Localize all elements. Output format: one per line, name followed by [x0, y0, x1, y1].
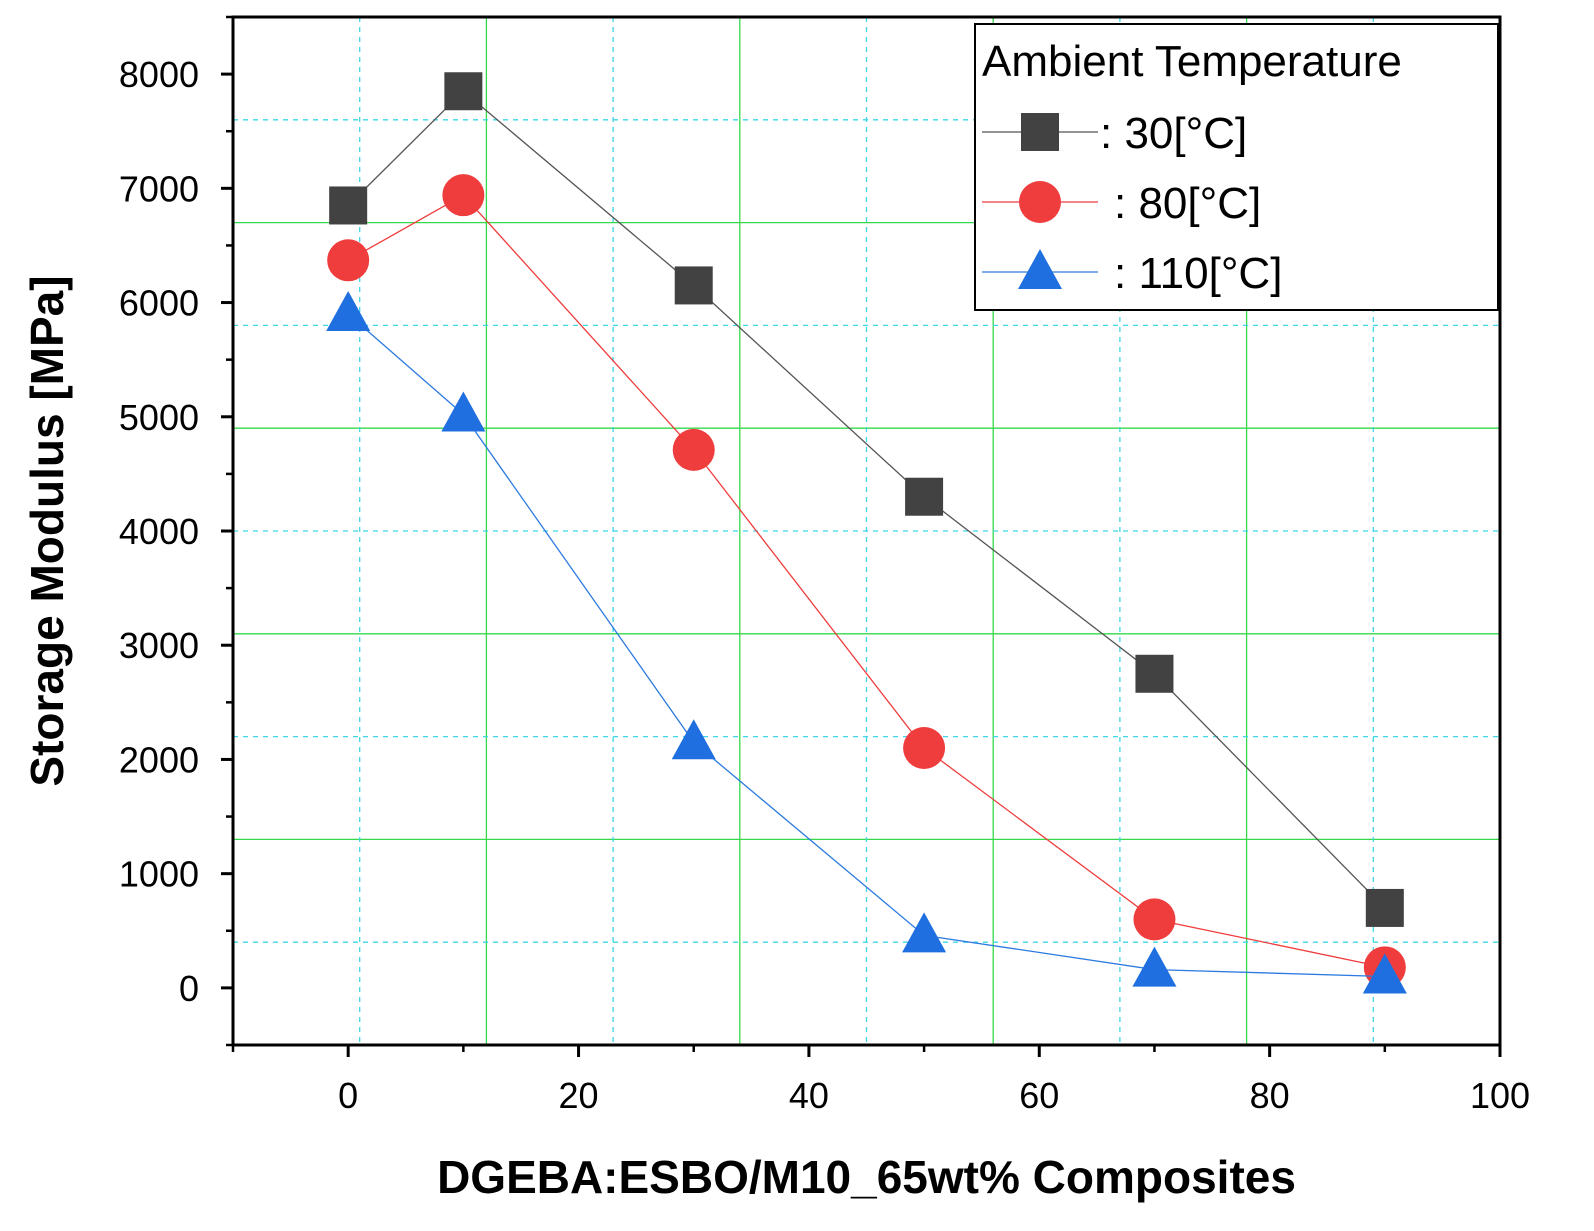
legend-box	[974, 23, 1499, 311]
series-line	[347, 194, 1385, 968]
legend-marker	[1021, 113, 1059, 151]
x-tick-label: 20	[559, 1075, 599, 1116]
y-tick-label: 4000	[119, 511, 199, 552]
legend-label: : 80[°C]	[1114, 179, 1261, 228]
x-axis-title: DGEBA:ESBO/M10_65wt% Composites	[437, 1151, 1296, 1203]
x-tick-label: 0	[338, 1075, 358, 1116]
data-point	[1135, 654, 1174, 693]
data-point	[903, 727, 946, 770]
y-tick-label: 7000	[119, 168, 199, 209]
data-point	[1132, 946, 1177, 987]
y-tick-label: 5000	[119, 397, 199, 438]
legend-label: : 30[°C]	[1100, 109, 1247, 158]
x-tick-label: 100	[1470, 1075, 1530, 1116]
data-point	[444, 72, 483, 111]
y-tick-label: 0	[179, 968, 199, 1009]
data-point	[902, 912, 947, 953]
y-tick-label: 6000	[119, 283, 199, 324]
legend: Ambient Temperature : 30[°C] : 80[°C] : 11…	[974, 23, 1499, 311]
data-point	[326, 290, 371, 331]
x-tick-label: 80	[1250, 1075, 1290, 1116]
legend-title: Ambient Temperature	[982, 37, 1402, 86]
legend-item: : 110[°C]	[982, 249, 1282, 298]
data-point	[442, 174, 485, 217]
data-point	[1365, 888, 1404, 927]
axes: 0 20 40 60 80 1000100020003000400050006000700…	[119, 15, 1530, 1116]
data-point	[674, 266, 713, 305]
series-line	[347, 90, 1386, 909]
legend-label: : 110[°C]	[1114, 249, 1282, 298]
data-point	[441, 391, 486, 432]
data-point	[329, 186, 368, 225]
data-point	[905, 477, 944, 516]
series-triangle	[326, 290, 1407, 994]
series-layer	[326, 72, 1407, 994]
legend-item: : 80[°C]	[982, 179, 1261, 228]
data-point	[327, 239, 370, 282]
series-line	[347, 313, 1385, 978]
y-tick-label: 8000	[119, 54, 199, 95]
data-point	[672, 428, 715, 471]
series-circle	[327, 174, 1406, 989]
legend-item: : 30[°C]	[982, 109, 1247, 158]
y-tick-label: 2000	[119, 739, 199, 780]
legend-items: : 30[°C] : 80[°C] : 110[°C]	[982, 109, 1282, 298]
series-square	[329, 72, 1404, 927]
data-point	[671, 719, 716, 760]
y-tick-label: 1000	[119, 854, 199, 895]
x-tick-label: 40	[789, 1075, 829, 1116]
legend-marker	[1019, 181, 1061, 223]
data-point	[1133, 898, 1176, 941]
y-tick-label: 3000	[119, 625, 199, 666]
y-axis-title: Storage Modulus [MPa]	[21, 275, 73, 786]
x-tick-label: 60	[1019, 1075, 1059, 1116]
legend-marker	[1018, 249, 1062, 289]
data-point	[1362, 953, 1407, 994]
